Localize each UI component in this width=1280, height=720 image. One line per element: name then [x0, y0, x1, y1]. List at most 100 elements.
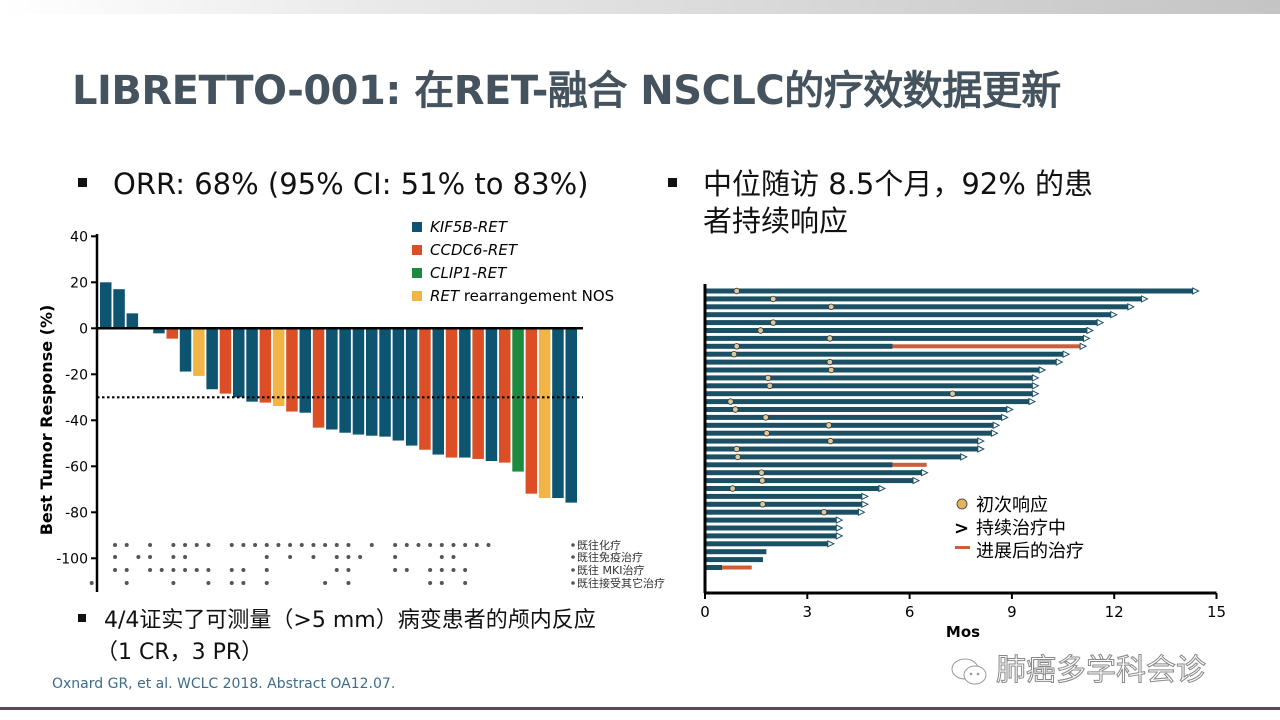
ongoing-arrow-icon	[1001, 413, 1009, 422]
prior-therapy-dot	[393, 543, 398, 547]
swimmer-bar	[705, 541, 828, 547]
prior-therapy-dot	[346, 555, 351, 559]
legend-label-italic: CCDC6-RET	[430, 241, 519, 259]
watermark: 肺癌多学科会诊	[950, 645, 1207, 689]
waterfall-bar	[166, 328, 178, 339]
prior-therapy-dot	[264, 543, 269, 547]
prior-therapy-dot	[346, 543, 351, 547]
legend-label-italic: CLIP1-RET	[430, 264, 508, 282]
prior-therapy-dot	[439, 568, 444, 572]
prior-therapy-dot	[241, 568, 246, 572]
x-tick-label: 3	[803, 603, 813, 621]
swimmer-bar	[705, 470, 922, 476]
ongoing-arrow-icon	[977, 437, 985, 445]
y-tick-label: -60	[65, 459, 88, 475]
ongoing-arrow-icon	[977, 445, 985, 453]
legend-label: CLIP1-RET	[430, 264, 508, 282]
prior-therapy-dot	[334, 568, 339, 572]
swimmer-bar	[705, 486, 879, 491]
swimmer-bar	[705, 343, 893, 349]
response-marker	[734, 453, 741, 461]
response-marker	[826, 358, 834, 366]
prior-therapy-label: 既往 MKI治疗	[577, 563, 644, 577]
bullet-square-icon	[78, 614, 86, 622]
bullet-square-icon	[78, 177, 87, 187]
response-marker	[733, 343, 740, 350]
prior-therapy-dot	[206, 568, 211, 572]
bullet-orr: ORR: 68% (95% CI: 51% to 83%)	[78, 166, 588, 202]
swimmer-bar	[705, 446, 978, 452]
legend-swatch	[412, 245, 422, 255]
prior-therapy-dot	[416, 543, 421, 547]
prior-therapy-dot	[463, 568, 468, 572]
ongoing-arrow-icon	[861, 500, 869, 509]
waterfall-bar	[366, 328, 378, 436]
ongoing-arrow-icon	[1031, 374, 1040, 382]
waterfall-bar	[272, 328, 285, 407]
prior-therapy-dot	[124, 568, 129, 572]
prior-therapy-dot	[323, 543, 328, 547]
ongoing-arrow-icon	[861, 492, 869, 501]
legend-ongoing: 持续治疗中	[976, 518, 1066, 539]
ongoing-arrow-icon	[992, 421, 1001, 430]
swimmer-bar	[705, 359, 1057, 365]
progression-segment	[722, 565, 752, 570]
response-marker	[769, 319, 777, 326]
waterfall-bar	[432, 328, 444, 455]
waterfall-bar	[299, 328, 311, 413]
response-marker	[825, 422, 832, 429]
waterfall-bar	[259, 328, 272, 403]
orr-text: ORR: 68% (95% CI: 51% to 83%)	[113, 167, 589, 201]
prior-therapy-dot	[311, 543, 316, 547]
prior-therapy-dot	[439, 581, 444, 585]
prior-therapy-dot	[194, 543, 199, 547]
response-legend-icon	[956, 498, 968, 510]
y-tick-label: -20	[65, 367, 88, 383]
followup-text-line2: 者持续响应	[703, 204, 849, 238]
prior-therapy-dot	[171, 555, 176, 559]
prior-therapy-dot	[439, 543, 444, 547]
response-marker	[763, 429, 770, 437]
ongoing-arrow-icon	[835, 516, 844, 524]
top-decorative-bar	[0, 0, 1280, 14]
swimmer-bar	[705, 565, 723, 570]
prior-therapy-dot	[334, 555, 339, 559]
swimmer-bar	[705, 328, 1087, 333]
bullet-followup: 中位随访 8.5个月，92% 的患	[668, 166, 1093, 202]
ongoing-arrow-icon	[921, 468, 929, 477]
prior-therapy-dot	[404, 543, 409, 547]
swimmer-bar	[705, 375, 1033, 381]
prior-therapy-dot	[451, 568, 456, 572]
waterfall-bar	[419, 328, 431, 450]
response-marker	[764, 374, 772, 382]
x-tick-label: 6	[905, 603, 915, 621]
prior-therapy-dot	[171, 568, 176, 572]
intracranial-text-line2: （1 CR，3 PR）	[96, 640, 264, 665]
prior-therapy-dot	[206, 581, 211, 585]
x-tick-label: 9	[1007, 603, 1017, 621]
prior-therapy-dot	[369, 543, 374, 547]
prior-therapy-dot	[183, 555, 188, 559]
y-tick-label: -100	[56, 551, 88, 567]
swimmer-bar	[705, 493, 862, 499]
progression-segment	[892, 462, 927, 467]
ongoing-arrow-icon	[1127, 302, 1135, 311]
swimmer-bar	[705, 525, 837, 531]
prior-therapy-dot	[346, 581, 351, 585]
swimmer-bar	[705, 533, 837, 539]
waterfall-bar	[565, 328, 577, 503]
swimmer-bar	[705, 312, 1111, 318]
progression-segment	[892, 344, 1081, 349]
prior-therapy-dot	[474, 543, 479, 547]
ongoing-arrow-icon	[1086, 326, 1095, 335]
y-tick-label: 0	[79, 321, 88, 337]
prior-therapy-dot	[229, 543, 234, 547]
wechat-icon	[951, 658, 987, 684]
prior-therapy-label: 既往化疗	[577, 538, 621, 552]
prior-therapy-dot	[288, 555, 293, 559]
legend-swatch	[412, 268, 422, 278]
waterfall-bar	[326, 328, 338, 430]
prior-therapy-dot	[393, 568, 398, 572]
response-marker	[727, 398, 734, 405]
swimmer-bar	[705, 399, 1029, 405]
